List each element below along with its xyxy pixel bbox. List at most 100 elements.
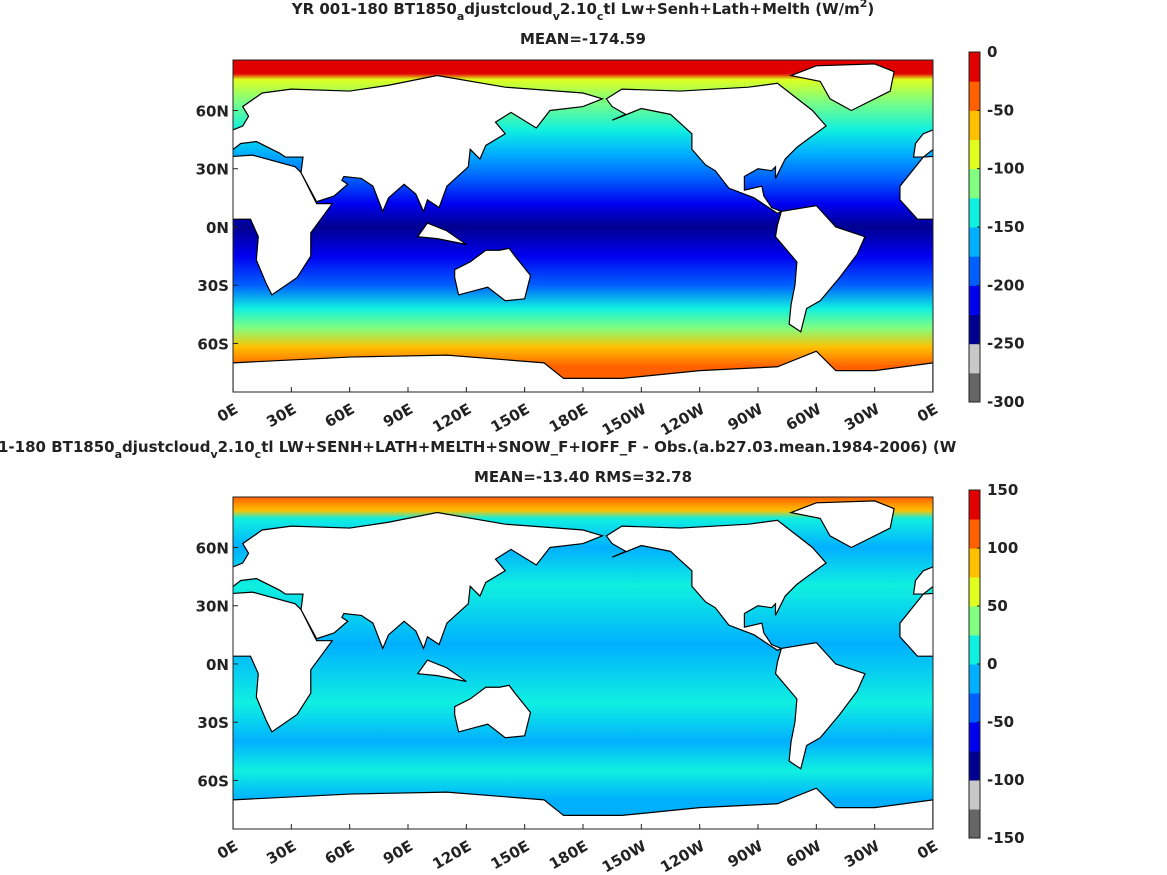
land-mass xyxy=(912,129,933,158)
x-tick-label: 0E xyxy=(214,837,241,863)
land-mass xyxy=(416,222,467,246)
panel-title: YR 001-180 BT1850adjustcloudv2.10ctl Lw+… xyxy=(291,0,875,23)
land-mass xyxy=(899,592,933,657)
land-mass xyxy=(1155,685,1167,737)
colorbar-tick-label: -50 xyxy=(987,101,1014,119)
x-tick-label: 30E xyxy=(263,400,299,431)
colorbar-tick-label: 150 xyxy=(987,481,1018,499)
colorbar-tick-label: -150 xyxy=(987,829,1025,847)
colorbar-segment xyxy=(969,81,980,111)
title-part: a xyxy=(115,448,122,461)
land-mass xyxy=(932,362,933,392)
colorbar-tick-label: -300 xyxy=(987,393,1025,411)
y-tick-label: 30S xyxy=(197,714,229,732)
colorbar-segment xyxy=(969,635,980,665)
x-tick-label: 120E xyxy=(429,837,474,873)
title-part: 2.10 xyxy=(560,0,597,18)
land-mass xyxy=(454,684,532,739)
title-part: tl LW+SENH+LATH+MELTH+SNOW_F+IOFF_F - Ob… xyxy=(261,438,957,456)
land-mass xyxy=(76,643,165,769)
title-part: tl Lw+Senh+Lath+Melth (W/m xyxy=(603,0,859,18)
land-mass xyxy=(91,64,194,111)
land-mass xyxy=(233,787,933,829)
panel-subtitle: MEAN=-174.59 xyxy=(520,30,646,48)
x-tick-label: 150E xyxy=(488,837,533,873)
x-tick-label: 180E xyxy=(546,837,591,873)
land-mass xyxy=(605,82,827,215)
x-tick-label: 150W xyxy=(599,837,650,875)
x-tick-label: 180E xyxy=(546,400,591,436)
colorbar-segment xyxy=(969,490,980,520)
land-mass xyxy=(932,799,933,829)
land-mass xyxy=(233,74,605,214)
title-part: a xyxy=(457,10,464,23)
land-mass xyxy=(0,83,126,213)
x-tick-label: 60E xyxy=(322,837,358,868)
x-tick-label: 150E xyxy=(488,400,533,436)
y-tick-label: 60N xyxy=(196,102,229,120)
colorbar-segment xyxy=(969,227,980,257)
land-mass xyxy=(605,519,827,652)
y-tick-label: 30N xyxy=(196,161,229,179)
y-tick-label: 30S xyxy=(197,277,229,295)
y-tick-label: 60S xyxy=(197,335,229,353)
land-mass xyxy=(788,63,895,112)
land-mass xyxy=(1118,660,1167,681)
x-tick-label: 90W xyxy=(725,837,767,872)
y-tick-label: 30N xyxy=(196,598,229,616)
colorbar-segment xyxy=(969,722,980,752)
colorbar-segment xyxy=(969,606,980,636)
land xyxy=(0,63,1167,392)
colorbar-segment xyxy=(969,548,980,578)
x-tick-label: 60W xyxy=(783,837,825,872)
colorbar-segment xyxy=(969,577,980,607)
panel-title: 1-180 BT1850adjustcloudv2.10ctl LW+SENH+… xyxy=(0,438,957,461)
colorbar-segment xyxy=(969,285,980,315)
colorbar-tick-label: 0 xyxy=(987,43,997,61)
colorbar-tick-label: -100 xyxy=(987,160,1025,178)
colorbar-segment xyxy=(969,139,980,170)
colorbar-tick-label: -250 xyxy=(987,335,1025,353)
colorbar-segment xyxy=(969,664,980,694)
x-tick-label: 0E xyxy=(214,400,241,426)
title-part: djustcloud xyxy=(464,0,552,18)
title-part: ) xyxy=(867,0,874,18)
land-mass xyxy=(1155,248,1167,300)
title-part: v xyxy=(210,448,218,461)
x-tick-label: 30E xyxy=(263,837,299,868)
land-mass xyxy=(899,155,933,220)
panel-subtitle: MEAN=-13.40 RMS=32.78 xyxy=(474,468,692,486)
y-tick-label: 60S xyxy=(197,772,229,790)
x-tick-label: 30W xyxy=(841,837,883,872)
title-part: YR 001-180 BT1850 xyxy=(291,0,457,18)
x-tick-label: 60E xyxy=(322,400,358,431)
colorbar-segment xyxy=(969,52,980,82)
title-part: 1-180 BT1850 xyxy=(0,438,115,456)
x-tick-label: 120W xyxy=(657,837,708,875)
colorbar-segment xyxy=(969,780,980,810)
colorbar-tick-label: -100 xyxy=(987,771,1025,789)
land-mass xyxy=(76,206,165,332)
colorbar-segment xyxy=(969,693,980,723)
x-tick-label: 90E xyxy=(380,837,416,868)
land-mass xyxy=(416,659,467,683)
land-mass xyxy=(1118,223,1167,244)
colorbar-segment xyxy=(969,809,980,839)
x-tick-label: 90E xyxy=(380,400,416,431)
x-tick-label: 30W xyxy=(841,400,883,435)
title-part: v xyxy=(553,10,561,23)
colorbar-segment xyxy=(969,751,980,781)
colorbar-segment xyxy=(969,343,980,374)
land-mass xyxy=(788,500,895,549)
x-tick-label: 60W xyxy=(783,400,825,435)
colorbar-tick-label: 100 xyxy=(987,539,1018,557)
land-mass xyxy=(91,501,194,548)
title-part: djustcloud xyxy=(122,438,210,456)
title-part: 2 xyxy=(860,0,868,10)
colorbar-tick-label: 50 xyxy=(987,597,1008,615)
title-part: 2.10 xyxy=(218,438,255,456)
colorbar-segment xyxy=(969,256,980,286)
land-mass xyxy=(774,204,866,333)
colorbar-segment xyxy=(969,197,980,228)
colorbar-segment xyxy=(969,168,980,199)
